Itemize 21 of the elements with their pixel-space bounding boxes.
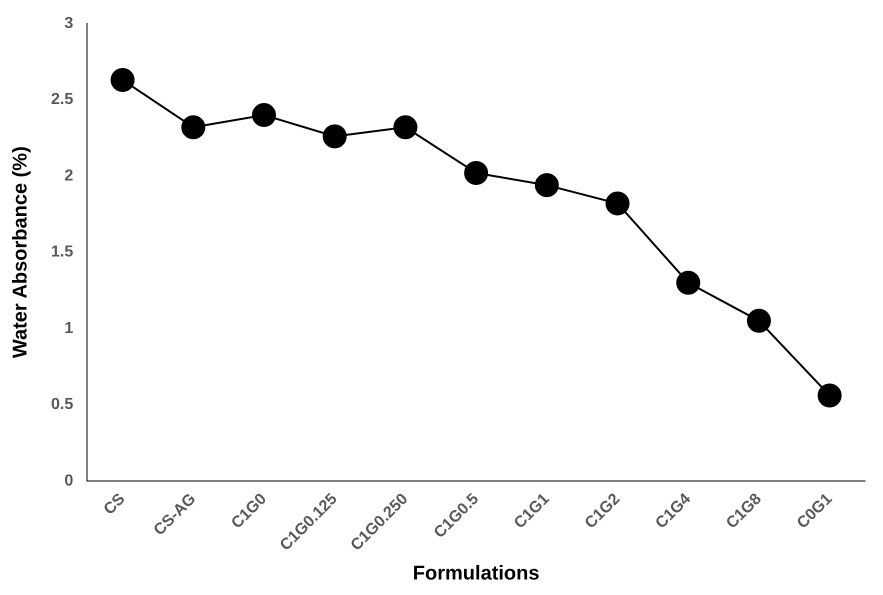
y-tick-label: 2.5 — [50, 91, 74, 108]
x-tick-label: CS — [100, 490, 129, 518]
point — [606, 191, 630, 216]
y-tick-label: 1 — [64, 320, 74, 337]
point — [393, 115, 418, 140]
point — [110, 68, 135, 92]
point — [464, 160, 488, 185]
point — [181, 115, 206, 140]
point — [322, 124, 347, 148]
y-tick-label: 1.5 — [50, 244, 74, 261]
y-axis-title: Water Absorbance (%) — [10, 146, 32, 358]
point — [534, 173, 559, 198]
point — [676, 270, 700, 295]
y-tick-label: 2 — [64, 167, 74, 184]
y-tick-label: 0 — [64, 472, 74, 490]
point — [746, 308, 771, 333]
y-tick-label: 3 — [64, 15, 74, 32]
point — [818, 383, 842, 408]
y-tick-label: 0.5 — [50, 396, 74, 414]
point — [252, 103, 276, 128]
x-axis-title: Formulations — [412, 562, 540, 585]
